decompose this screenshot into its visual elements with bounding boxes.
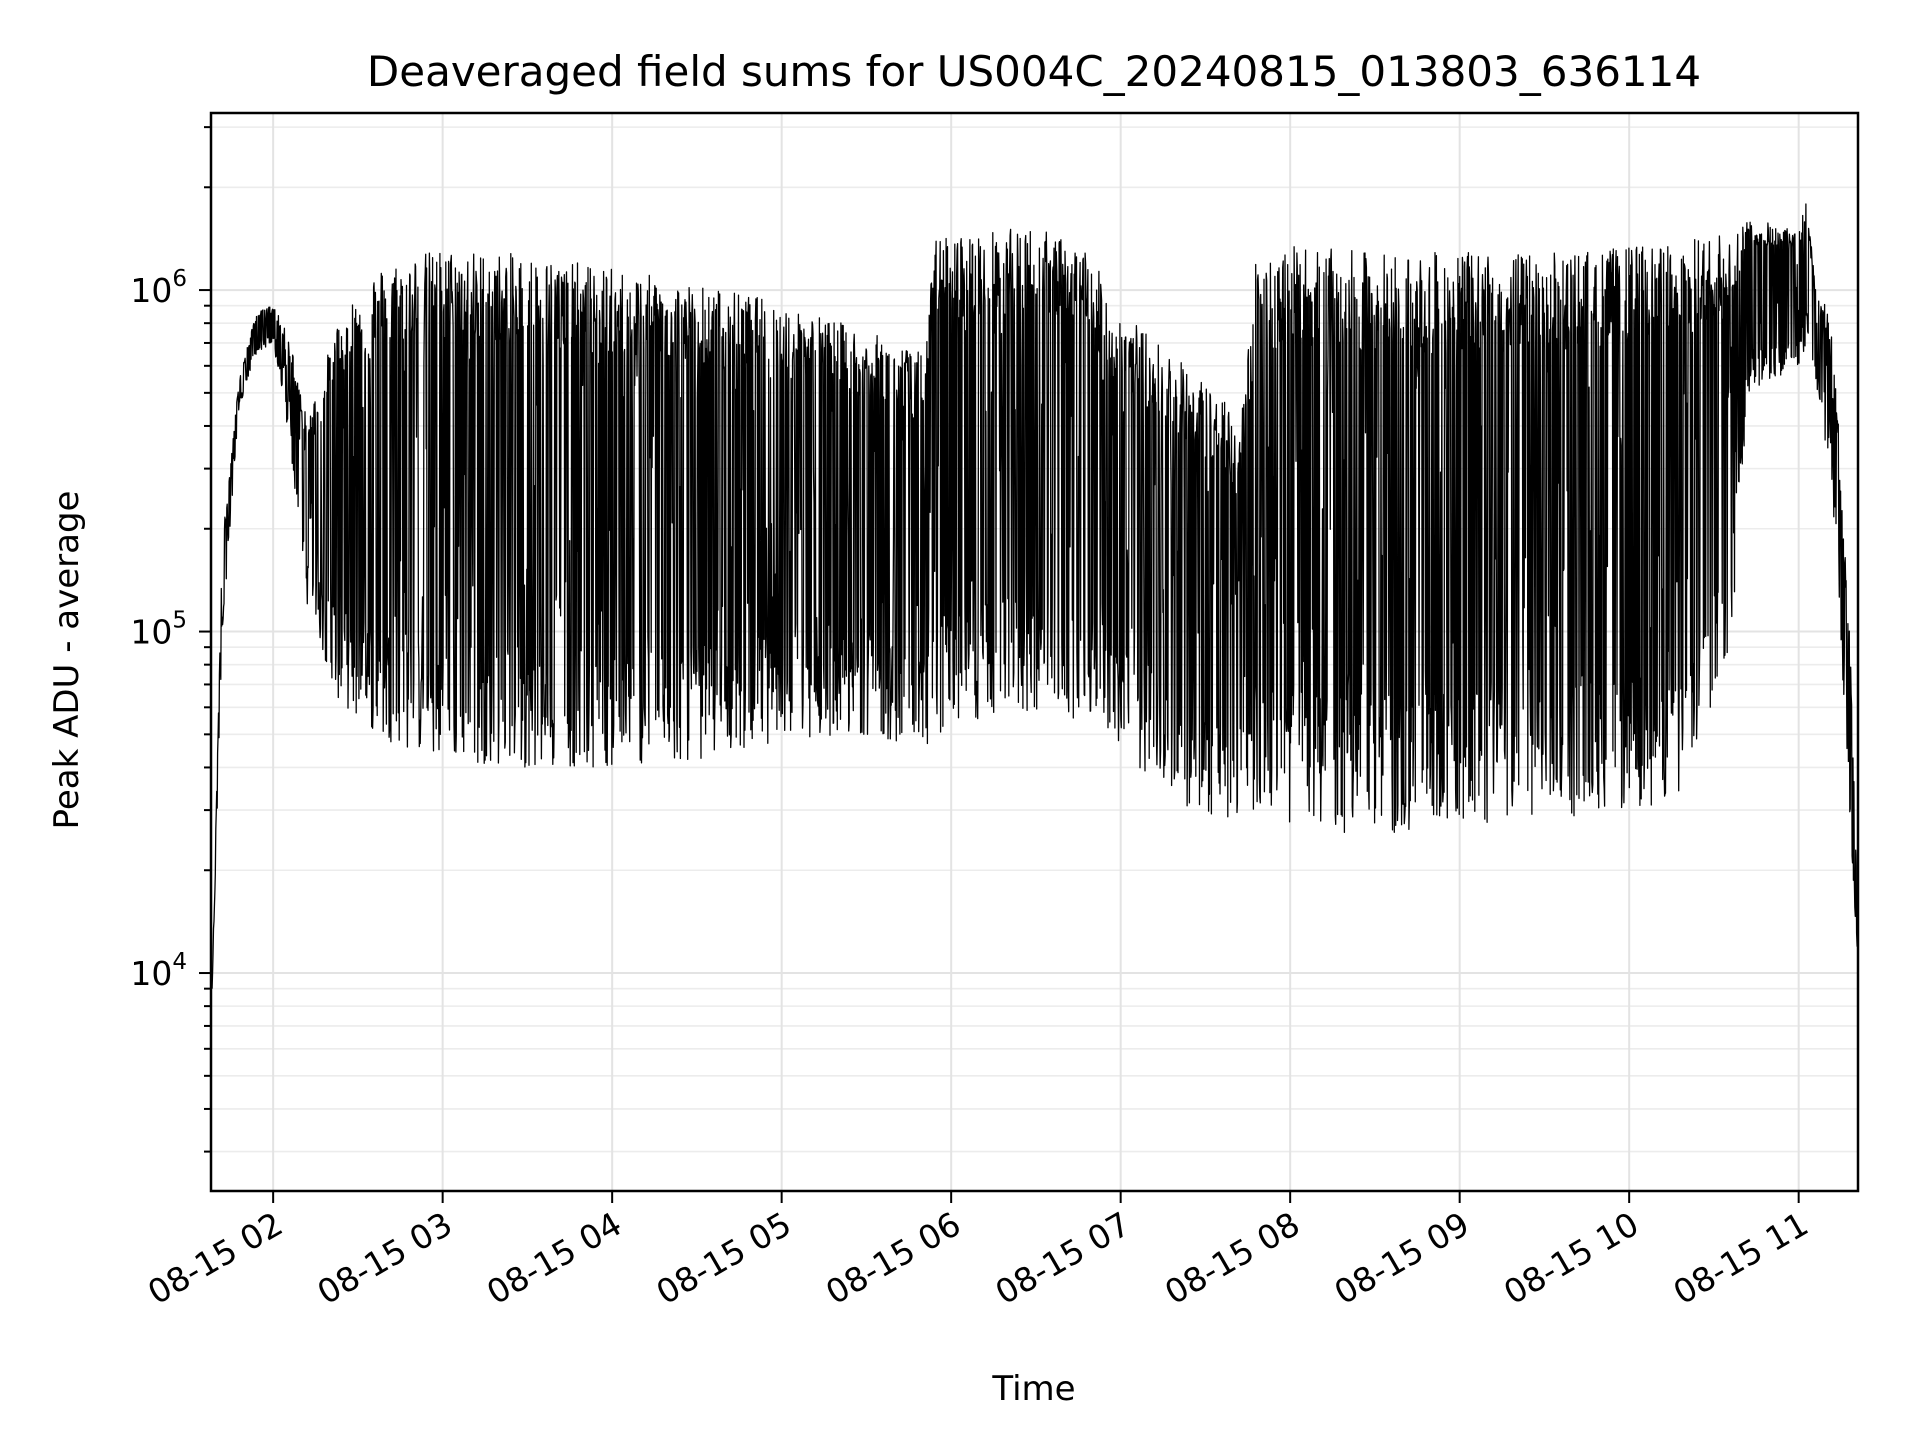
x-tick-label: 08-15 11 bbox=[1667, 1204, 1815, 1312]
plot-frame bbox=[209, 111, 1860, 1193]
y-tick-label: 106 bbox=[130, 266, 187, 310]
x-tick-label: 08-15 08 bbox=[1158, 1204, 1306, 1312]
y-axis: 104 105 106 bbox=[130, 126, 211, 1153]
x-tick-label: 08-15 07 bbox=[989, 1204, 1137, 1312]
x-tick-label: 08-15 05 bbox=[650, 1204, 798, 1312]
plot-area bbox=[211, 203, 1859, 989]
x-tick-label: 08-15 10 bbox=[1497, 1204, 1645, 1312]
y-axis-label: Peak ADU - average bbox=[47, 491, 87, 830]
y-tick-label: 105 bbox=[130, 608, 187, 652]
chart-title: Deaveraged field sums for US004C_2024081… bbox=[367, 47, 1701, 96]
series-line bbox=[211, 203, 1859, 989]
x-axis: 08-15 02 08-15 03 08-15 04 08-15 05 08-15 06… bbox=[141, 1191, 1815, 1312]
x-tick-label: 08-15 02 bbox=[141, 1204, 289, 1312]
x-tick-label: 08-15 03 bbox=[311, 1204, 459, 1312]
x-axis-label: Time bbox=[991, 1369, 1075, 1409]
x-tick-label: 08-15 04 bbox=[480, 1204, 628, 1312]
x-tick-label: 08-15 09 bbox=[1328, 1204, 1476, 1312]
x-tick-label: 08-15 06 bbox=[819, 1204, 967, 1312]
y-tick-label: 104 bbox=[130, 949, 187, 993]
